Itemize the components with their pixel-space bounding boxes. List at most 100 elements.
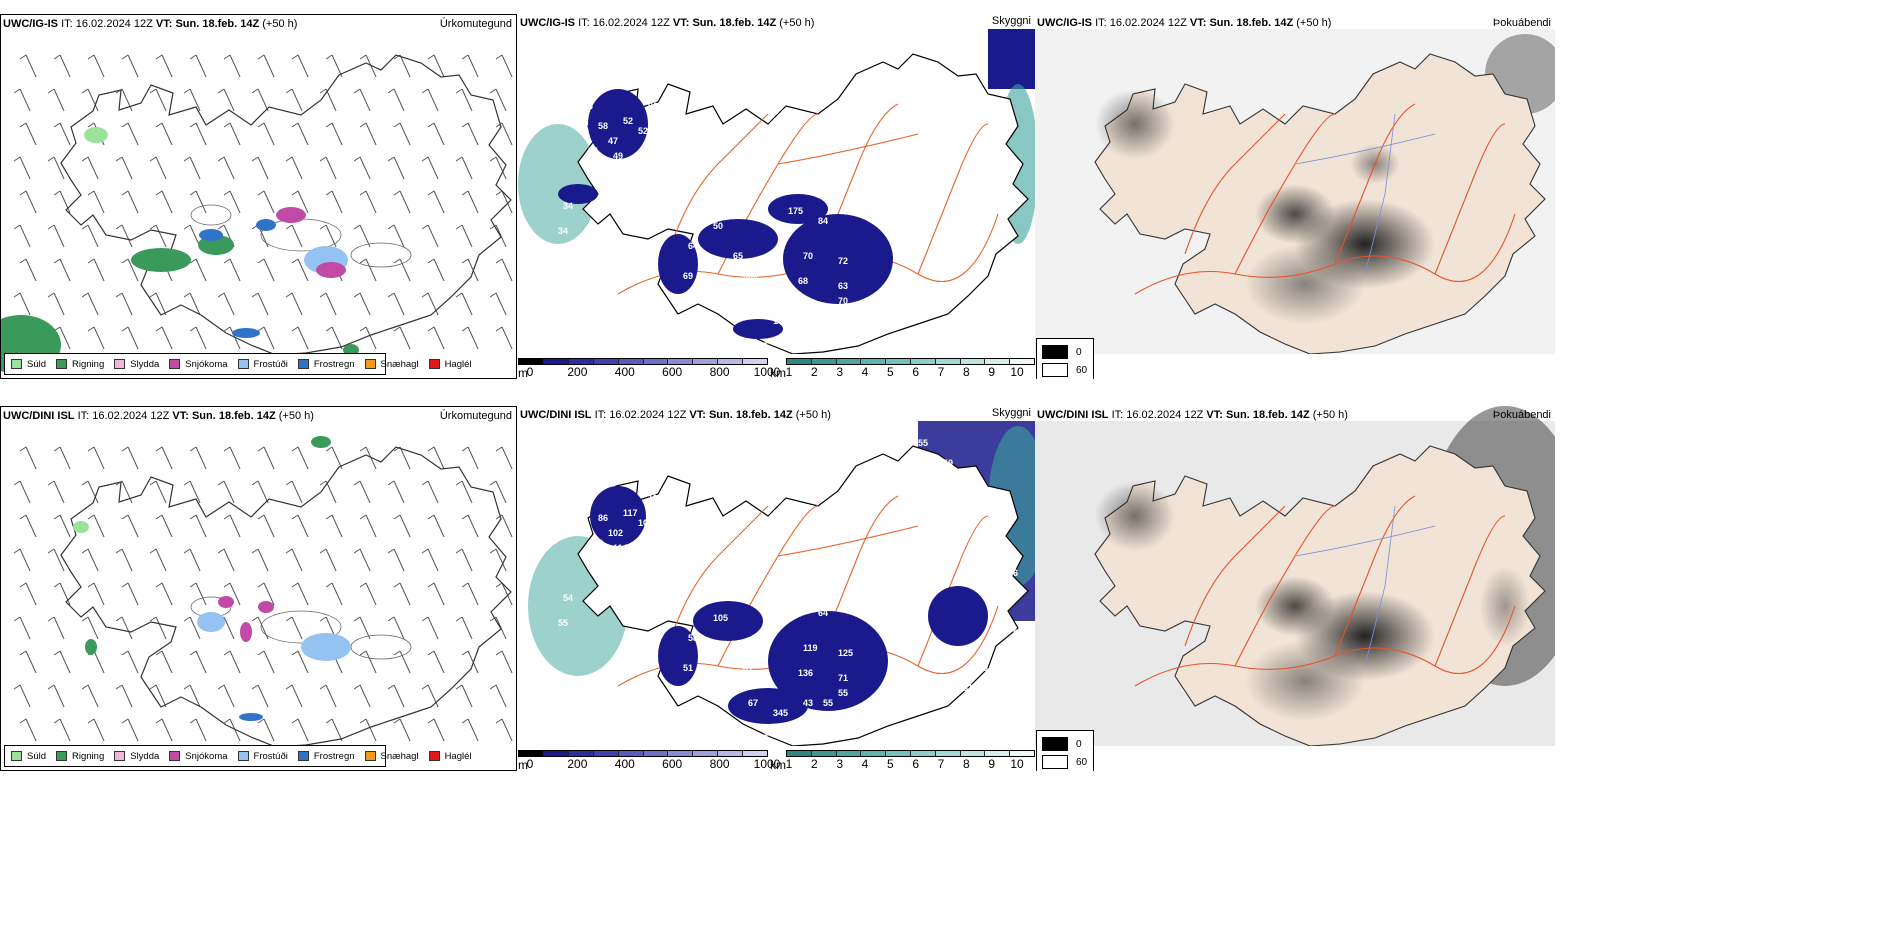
wind-barb	[495, 258, 513, 282]
wind-barb	[461, 122, 479, 146]
legend-swatch	[297, 359, 309, 369]
wind-barb	[223, 122, 241, 146]
ceiling-value-label: 114	[613, 543, 628, 553]
ceiling-colorbar: m 0 200 400 600 800 1000	[518, 750, 780, 771]
wind-barb	[427, 326, 445, 350]
wind-barb	[223, 582, 241, 606]
wind-barb	[13, 548, 31, 572]
wind-barb	[121, 514, 139, 538]
wind-barb	[353, 684, 371, 708]
ceiling-value-label: 45	[998, 598, 1008, 608]
legend-label: Rigning	[72, 358, 105, 370]
wind-barb	[387, 684, 405, 708]
wind-barb	[285, 224, 303, 248]
ceiling-value-label: 71	[838, 673, 848, 683]
wind-barb	[359, 650, 377, 674]
wind-barb	[455, 88, 473, 112]
wind-barb	[47, 224, 65, 248]
colorbar-tick: 4	[861, 365, 869, 379]
wind-barb	[489, 88, 507, 112]
wind-barb	[149, 88, 167, 112]
wind-barb	[251, 88, 269, 112]
wind-barb	[319, 548, 337, 572]
visibility-ticks: 1 2 3 4 5 6 7 8 9 10	[770, 365, 1035, 379]
ceiling-value-label: 42	[638, 603, 648, 613]
wind-barb	[489, 548, 507, 572]
wind-barb	[387, 156, 405, 180]
ceiling-value-label: 70	[658, 156, 668, 166]
wind-barb	[81, 292, 99, 316]
wind-barb	[257, 718, 275, 742]
ceiling-value-label: 87	[668, 116, 678, 126]
ceiling-unit: m	[518, 758, 528, 771]
legend-swatch	[428, 751, 440, 761]
ceiling-value-label: 54	[588, 146, 598, 156]
panel-title: UWC/IG-IS IT: 16.02.2024 12Z VT: Sun. 18…	[520, 17, 815, 29]
precip-areas	[73, 436, 351, 721]
fog-legend-swatch	[1042, 755, 1068, 769]
wind-barb	[285, 88, 303, 112]
wind-barb	[115, 88, 133, 112]
ceiling-value-label: 70	[803, 251, 813, 261]
wind-barb	[421, 88, 439, 112]
wind-barb	[149, 548, 167, 572]
ceiling-value-label: 89	[668, 508, 678, 518]
colorbar-tick: 9	[988, 365, 995, 379]
wind-barb	[427, 718, 445, 742]
colorbar-tick: 0	[526, 365, 534, 379]
ceiling-value-label: 126	[818, 718, 833, 728]
legend-swatch	[114, 751, 126, 761]
ceiling-value-label: 117	[623, 508, 638, 518]
low-ceiling-areas	[558, 89, 893, 339]
wind-barbs	[13, 446, 513, 742]
wind-barb	[421, 548, 439, 572]
wind-barb	[359, 258, 377, 282]
wind-barb	[421, 224, 439, 248]
wind-barb	[455, 616, 473, 640]
legend-label: Snjókoma	[185, 358, 228, 370]
ceiling-value-label: 50	[713, 221, 723, 231]
precip-map	[13, 436, 513, 748]
ceiling-value-label: 345	[773, 708, 788, 718]
colorbar-tick: 1	[785, 365, 793, 379]
wind-barb	[87, 446, 105, 470]
ceiling-value-label: 36	[1008, 568, 1018, 578]
fog-map	[1035, 29, 1555, 354]
wind-barb	[47, 156, 65, 180]
wind-barb	[81, 684, 99, 708]
wind-barb	[495, 650, 513, 674]
ceiling-value-label: 45	[733, 336, 743, 346]
fog-legend-label: 60	[1076, 364, 1088, 376]
ceiling-value-label: 54	[563, 593, 573, 603]
wind-barb	[53, 650, 71, 674]
wind-barb	[183, 156, 201, 180]
wind-barb	[455, 548, 473, 572]
legend-item: Rigning	[56, 751, 104, 762]
wind-barb	[257, 190, 275, 214]
ceiling-value-label: 102	[638, 518, 653, 528]
legend-swatch	[169, 359, 181, 369]
ceiling-value-label: 43	[803, 698, 813, 708]
ceiling-value-label: 73	[978, 548, 988, 558]
colorbar-tick: 2	[810, 365, 818, 379]
wind-barb	[155, 326, 173, 350]
wind-barb	[223, 190, 241, 214]
wind-barb	[393, 122, 411, 146]
ceiling-value-label: 66	[803, 306, 813, 316]
colorbar-tick: 1	[785, 757, 793, 771]
wind-barb	[217, 548, 235, 572]
wind-barb	[87, 582, 105, 606]
ceiling-value-label: 34	[563, 201, 573, 211]
wind-barb	[155, 122, 173, 146]
wind-barb	[455, 224, 473, 248]
wind-barb	[19, 258, 37, 282]
ceiling-value-label: 55	[838, 688, 848, 698]
wind-barb	[285, 616, 303, 640]
legend-label: Snæhagl	[380, 750, 419, 762]
ceiling-value-label: 121	[658, 548, 673, 558]
ceiling-value-label: 314	[578, 101, 593, 111]
ceiling-value-label: 113	[818, 326, 833, 336]
legend-swatch	[56, 359, 68, 369]
